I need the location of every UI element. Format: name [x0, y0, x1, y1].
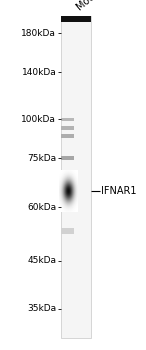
- Text: 60kDa: 60kDa: [27, 203, 56, 212]
- Text: 35kDa: 35kDa: [27, 304, 56, 313]
- Text: 180kDa: 180kDa: [21, 29, 56, 38]
- Text: 75kDa: 75kDa: [27, 154, 56, 163]
- Bar: [61, 16, 91, 338]
- Text: 100kDa: 100kDa: [21, 115, 56, 124]
- Bar: [61, 134, 74, 138]
- Bar: [61, 16, 91, 22]
- Bar: [61, 228, 74, 234]
- Text: IFNAR1: IFNAR1: [101, 186, 137, 196]
- Text: Mouse liver: Mouse liver: [74, 0, 124, 12]
- Text: 45kDa: 45kDa: [27, 256, 56, 265]
- Text: 140kDa: 140kDa: [21, 68, 56, 77]
- Bar: [61, 126, 74, 130]
- Bar: [61, 118, 74, 121]
- Bar: [61, 156, 74, 160]
